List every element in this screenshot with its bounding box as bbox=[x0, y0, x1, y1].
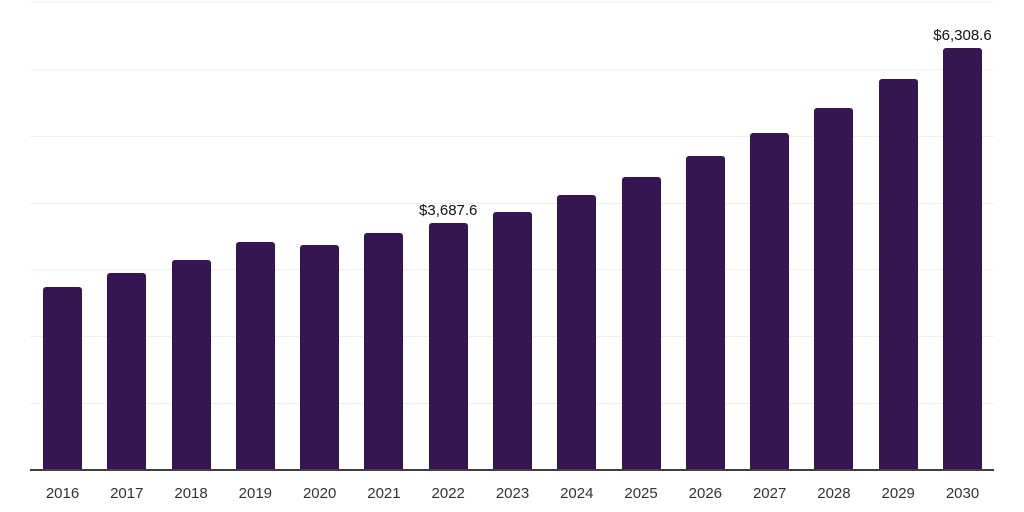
bar-2018 bbox=[171, 260, 211, 470]
bar-2027 bbox=[750, 132, 790, 470]
x-tick-label-2020: 2020 bbox=[302, 485, 337, 502]
x-tick-label-2026: 2026 bbox=[688, 485, 723, 502]
x-tick-label-2022: 2022 bbox=[431, 485, 465, 502]
x-tick-label-2023: 2023 bbox=[495, 485, 530, 502]
bar-2025 bbox=[621, 177, 661, 470]
x-tick-label-2025: 2025 bbox=[624, 485, 658, 502]
bar-2023 bbox=[493, 211, 532, 470]
bar-2026 bbox=[685, 156, 725, 470]
bar-2022 bbox=[428, 223, 468, 470]
x-tick-label-2024: 2024 bbox=[560, 485, 594, 502]
x-axis-line bbox=[30, 469, 994, 471]
data-label-2022: $3,687.6 bbox=[419, 202, 478, 220]
x-tick-label-2019: 2019 bbox=[238, 485, 273, 502]
bar-2028 bbox=[814, 108, 854, 470]
bar-2024 bbox=[557, 194, 597, 470]
gridline-5000 bbox=[30, 135, 994, 137]
gridline-6000 bbox=[30, 68, 994, 70]
x-tick-label-2017: 2017 bbox=[110, 485, 144, 502]
x-tick-label-2030: 2030 bbox=[945, 485, 980, 502]
bar-2030 bbox=[943, 48, 982, 470]
gridline-4000 bbox=[30, 202, 994, 204]
bar-2019 bbox=[235, 242, 275, 470]
bar-2016 bbox=[43, 286, 82, 470]
gridline-7000 bbox=[30, 2, 994, 3]
bar-2020 bbox=[300, 245, 340, 470]
bar-2021 bbox=[364, 232, 404, 470]
bar-2029 bbox=[878, 79, 918, 470]
x-tick-label-2029: 2029 bbox=[881, 485, 915, 502]
x-tick-label-2028: 2028 bbox=[817, 485, 851, 502]
x-tick-label-2018: 2018 bbox=[174, 485, 208, 502]
bar-2017 bbox=[107, 273, 147, 470]
x-tick-label-2027: 2027 bbox=[752, 485, 787, 502]
x-tick-label-2021: 2021 bbox=[367, 485, 401, 502]
data-label-2030: $6,308.6 bbox=[933, 27, 992, 45]
x-tick-label-2016: 2016 bbox=[45, 485, 80, 502]
